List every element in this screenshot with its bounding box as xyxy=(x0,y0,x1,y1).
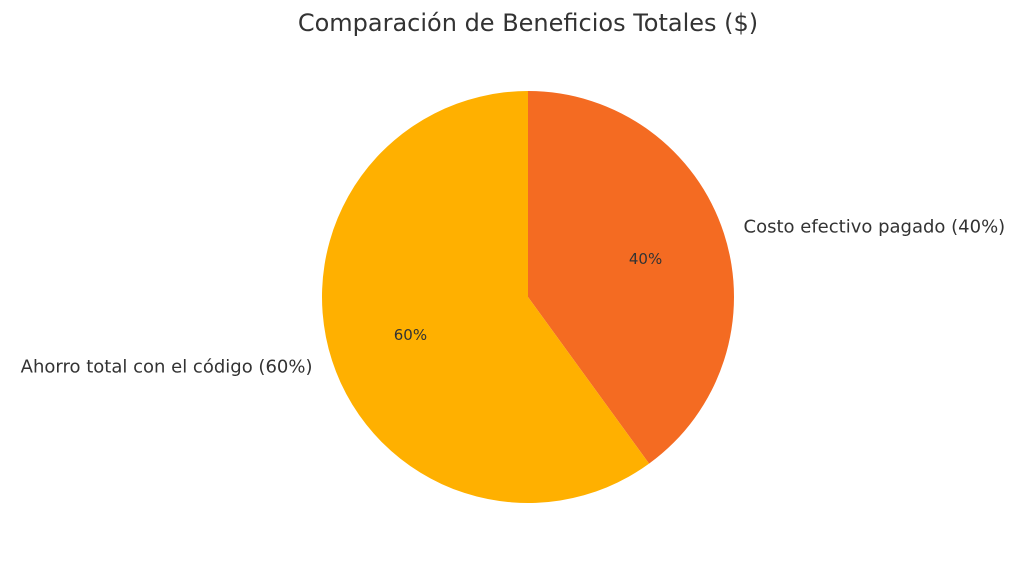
pie-slice-1 xyxy=(322,91,650,504)
pie-slices xyxy=(322,91,734,504)
pie-slice-label-0: Costo efectivo pagado (40%) xyxy=(744,216,1006,237)
pie-slice-0 xyxy=(528,91,734,464)
pie-slice-pct-label-0: 40% xyxy=(629,250,662,268)
chart-title: Comparación de Beneficios Totales ($) xyxy=(298,9,758,37)
pie-slice-label-1: Ahorro total con el código (60%) xyxy=(21,357,313,378)
pie-labels: 40% Costo efectivo pagado (40%) 60% Ahorro … xyxy=(21,216,1006,377)
pie-slice-pct-label-1: 60% xyxy=(394,326,427,344)
